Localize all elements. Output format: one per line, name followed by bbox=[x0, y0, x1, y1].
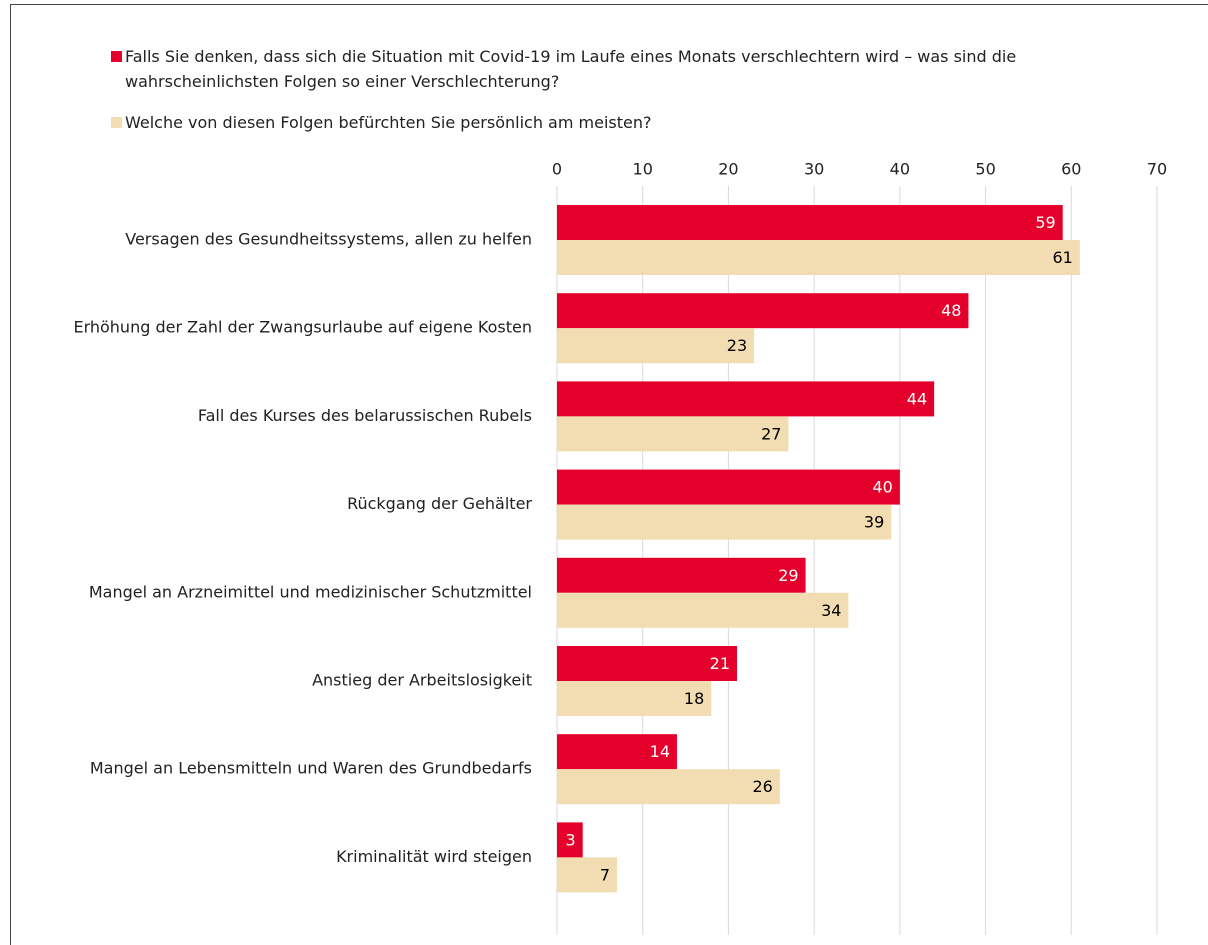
bar bbox=[557, 857, 617, 893]
value-label: 48 bbox=[941, 301, 961, 320]
y-tick-label: Versagen des Gesundheitssystems, allen z… bbox=[125, 230, 532, 249]
bar bbox=[557, 328, 755, 364]
value-label: 21 bbox=[710, 654, 730, 673]
value-label: 61 bbox=[1052, 248, 1072, 267]
bar bbox=[557, 416, 789, 452]
value-label: 39 bbox=[864, 513, 884, 532]
bar bbox=[557, 381, 935, 417]
frame bbox=[10, 4, 1208, 945]
y-tick-label: Erhöhung der Zahl der Zwangsurlaube auf … bbox=[73, 318, 532, 337]
x-tick-label: 60 bbox=[1061, 160, 1081, 179]
y-tick-label: Mangel an Lebensmitteln und Waren des Gr… bbox=[90, 759, 532, 778]
x-tick-label: 10 bbox=[633, 160, 653, 179]
x-tick-label: 30 bbox=[804, 160, 824, 179]
value-label: 27 bbox=[761, 424, 781, 443]
value-label: 23 bbox=[727, 336, 747, 355]
value-label: 34 bbox=[821, 601, 841, 620]
x-tick-label: 50 bbox=[975, 160, 995, 179]
bar bbox=[557, 822, 583, 858]
value-label: 44 bbox=[907, 389, 927, 408]
bar bbox=[557, 769, 780, 805]
x-tick-label: 0 bbox=[552, 160, 562, 179]
value-label: 7 bbox=[600, 865, 610, 884]
value-label: 14 bbox=[650, 742, 670, 761]
legend-label: Welche von diesen Folgen befürchten Sie … bbox=[125, 113, 652, 132]
bar bbox=[557, 681, 712, 716]
x-tick-label: 40 bbox=[890, 160, 910, 179]
legend-swatch bbox=[111, 117, 122, 128]
bar bbox=[557, 592, 849, 628]
x-tick-label: 20 bbox=[718, 160, 738, 179]
bar bbox=[557, 469, 900, 505]
bar bbox=[557, 557, 806, 593]
y-tick-label: Mangel an Arzneimittel und medizinischer… bbox=[89, 582, 532, 601]
y-tick-label: Kriminalität wird steigen bbox=[336, 847, 532, 866]
value-label: 18 bbox=[684, 689, 704, 708]
bar bbox=[557, 205, 1063, 240]
bar bbox=[557, 646, 737, 681]
y-tick-label: Fall des Kurses des belarussischen Rubel… bbox=[198, 406, 532, 425]
y-tick-label: Rückgang der Gehälter bbox=[347, 494, 532, 513]
legend-item: Welche von diesen Folgen befürchten Sie … bbox=[111, 110, 1125, 135]
bar bbox=[557, 734, 677, 770]
legend-swatch bbox=[111, 51, 122, 62]
y-tick-label: Anstieg der Arbeitslosigkeit bbox=[312, 671, 532, 690]
value-label: 3 bbox=[566, 830, 576, 849]
value-label: 59 bbox=[1035, 213, 1055, 232]
bar bbox=[557, 293, 969, 329]
bar bbox=[557, 504, 892, 540]
value-label: 40 bbox=[872, 478, 892, 497]
legend-item: Falls Sie denken, dass sich die Situatio… bbox=[111, 44, 1125, 94]
legend-label: Falls Sie denken, dass sich die Situatio… bbox=[125, 47, 1017, 91]
bar bbox=[557, 240, 1080, 275]
x-tick-label: 70 bbox=[1147, 160, 1167, 179]
value-label: 26 bbox=[752, 777, 772, 796]
value-label: 29 bbox=[778, 566, 798, 585]
